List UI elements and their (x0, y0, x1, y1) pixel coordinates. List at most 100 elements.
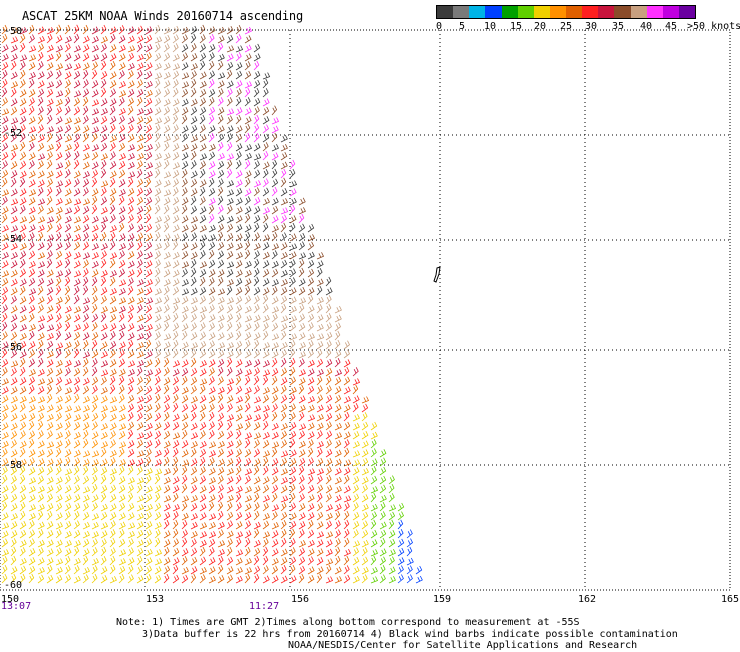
wind-barb (380, 522, 386, 529)
wind-barb (209, 250, 214, 259)
wind-barb (128, 575, 133, 583)
wind-barb (110, 61, 115, 70)
wind-barb (74, 54, 80, 62)
wind-barb (20, 61, 25, 70)
wind-barb (101, 232, 106, 241)
wind-barb (38, 450, 44, 457)
wind-barb (56, 126, 63, 133)
wind-barb (29, 241, 34, 250)
wind-barb (29, 142, 34, 151)
wind-barb (281, 279, 287, 286)
wind-barb (29, 495, 35, 503)
wind-barb (92, 216, 98, 223)
wind-barb (56, 99, 62, 106)
wind-barb (200, 513, 206, 521)
wind-barb (299, 441, 305, 448)
wind-barb (164, 574, 169, 583)
wind-barb (263, 88, 268, 97)
wind-barb (65, 295, 70, 304)
wind-barb (191, 332, 197, 340)
wind-barb (380, 530, 386, 538)
wind-barb (281, 368, 287, 376)
wind-barb (191, 43, 196, 52)
wind-barb (209, 296, 215, 304)
wind-barb (137, 54, 143, 61)
wind-barb (155, 73, 162, 79)
wind-barb (182, 35, 187, 44)
wind-barb (56, 63, 63, 70)
wind-barb (20, 98, 26, 106)
wind-barb (254, 376, 259, 385)
wind-barb (20, 530, 26, 538)
wind-barb (47, 54, 53, 61)
wind-barb (110, 196, 115, 205)
wind-barb (254, 386, 259, 395)
wind-barb (191, 423, 197, 430)
wind-barb (317, 349, 322, 358)
wind-barb (254, 180, 261, 187)
wind-barb (137, 206, 143, 214)
wind-barb (263, 73, 270, 79)
wind-barb (56, 214, 61, 223)
wind-barb (236, 115, 241, 124)
wind-barb (146, 486, 152, 493)
wind-barb (11, 189, 17, 196)
wind-barb (137, 179, 143, 187)
lat-label-54: -54 (4, 234, 22, 245)
wind-barb (101, 160, 106, 169)
wind-barb (227, 431, 233, 439)
wind-barb (182, 289, 189, 296)
wind-barb (56, 503, 62, 511)
wind-barb (2, 305, 7, 313)
wind-barb (119, 196, 124, 205)
wind-barb (83, 405, 89, 412)
wind-barb (65, 548, 71, 556)
wind-barb (191, 297, 197, 304)
wind-barb (317, 493, 322, 502)
wind-barb (344, 496, 351, 502)
wind-barb (56, 423, 62, 430)
wind-barb (353, 548, 359, 556)
wind-barb (272, 286, 277, 295)
wind-barb (254, 566, 260, 574)
wind-barb (164, 385, 169, 394)
wind-barb (236, 423, 243, 430)
wind-barb (281, 451, 288, 457)
wind-barb (155, 251, 161, 259)
wind-barb (344, 549, 350, 556)
wind-barb (209, 422, 214, 430)
wind-barb (65, 125, 71, 133)
scale-swatch-12 (631, 6, 647, 18)
wind-barb (155, 297, 162, 304)
wind-barb (191, 432, 198, 439)
wind-barb (83, 332, 89, 340)
wind-barb (119, 70, 124, 79)
wind-barb (389, 539, 395, 547)
wind-barb (191, 63, 197, 70)
wind-barb (200, 187, 205, 196)
wind-barb (56, 251, 62, 259)
wind-barb (56, 207, 62, 214)
wind-barb (119, 90, 126, 97)
wind-barb (245, 315, 252, 322)
wind-barb (254, 397, 261, 404)
wind-barb (191, 513, 197, 520)
wind-barb (92, 54, 99, 61)
wind-barb (227, 539, 232, 547)
wind-barb (335, 556, 340, 565)
wind-barb (155, 575, 161, 583)
wind-barb (254, 98, 260, 106)
wind-barb (389, 520, 394, 529)
wind-barb (317, 521, 323, 529)
wind-barb (65, 387, 72, 394)
wind-barb (263, 288, 269, 296)
wind-barb (254, 529, 259, 538)
wind-barb (191, 288, 197, 295)
wind-barb (146, 351, 152, 358)
wind-barb (335, 358, 340, 367)
wind-barb (254, 107, 259, 116)
wind-barb (146, 44, 152, 52)
wind-barb (173, 433, 180, 439)
wind-barb (236, 405, 242, 412)
wind-barb (200, 89, 206, 97)
